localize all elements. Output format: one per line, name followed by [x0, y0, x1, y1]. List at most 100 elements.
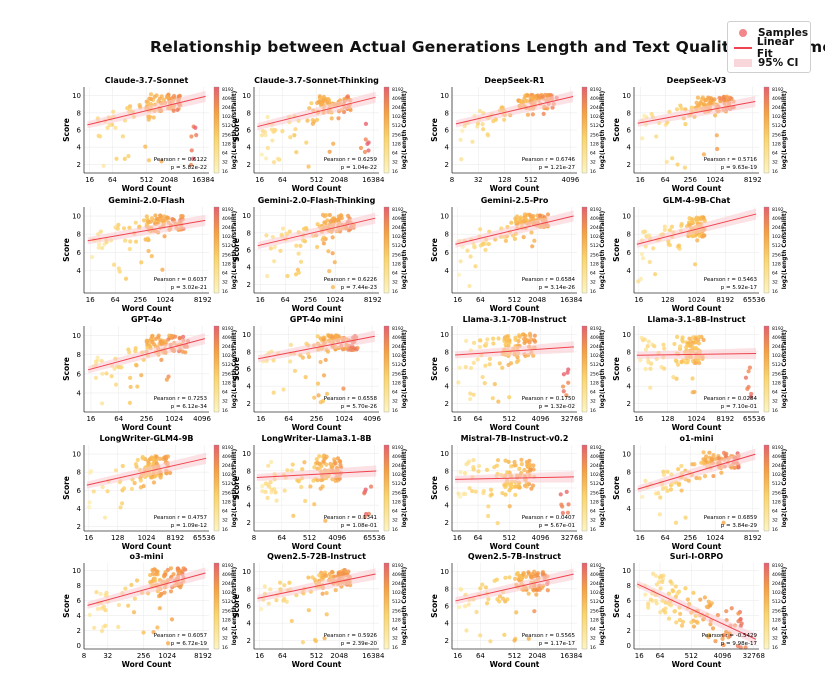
data-point — [651, 246, 656, 251]
colorbar-label: log2(Length Constraint) — [402, 566, 408, 645]
data-point — [746, 369, 751, 374]
data-point — [306, 164, 311, 169]
data-point — [654, 134, 659, 139]
colorbar-tick-label: 2048 — [222, 344, 234, 350]
data-point — [266, 484, 272, 489]
data-point — [265, 145, 270, 151]
colorbar-tick-label: 128 — [392, 261, 401, 267]
data-point — [505, 470, 510, 475]
colorbar-tick-label: 256 — [392, 608, 401, 614]
data-point — [320, 591, 325, 596]
colorbar-tick-label: 64 — [222, 627, 228, 633]
data-point — [468, 396, 473, 402]
colorbar-tick-label: 512 — [772, 362, 781, 368]
y-tick-label: 8 — [77, 231, 81, 239]
data-point — [527, 463, 532, 468]
data-point — [281, 387, 286, 392]
y-tick-label: 8 — [445, 109, 449, 117]
data-point — [264, 233, 269, 238]
data-point — [503, 342, 508, 347]
p-value-annotation: p = 5.70e-26 — [341, 404, 378, 410]
pearson-r-annotation: Pearson r = 0.7253 — [154, 396, 208, 402]
data-point — [711, 473, 716, 479]
data-point — [680, 619, 686, 624]
subplot-title: Mistral-7B-Instruct-v0.2 — [461, 434, 569, 443]
p-value-annotation: p = 1.17e-17 — [539, 641, 576, 647]
data-point — [525, 212, 530, 217]
data-point — [535, 572, 540, 578]
y-tick-label: 10 — [622, 213, 631, 221]
data-point — [643, 478, 648, 483]
data-point — [103, 608, 108, 613]
x-tick-label: 64 — [278, 652, 287, 660]
colorbar-tick-label: 256 — [590, 608, 599, 614]
data-point — [709, 456, 715, 461]
colorbar-tick-label: 32 — [222, 518, 228, 524]
data-point — [540, 94, 545, 100]
data-point — [702, 473, 708, 479]
data-point — [326, 333, 332, 339]
data-point — [670, 156, 675, 161]
colorbar-tick-label: 8192 — [772, 563, 784, 569]
data-point — [466, 602, 471, 607]
y-axis-label: Score — [430, 357, 439, 381]
colorbar-label: log2(Length Constraint) — [232, 448, 238, 527]
colorbar-tick-label: 16 — [772, 408, 778, 414]
data-point — [698, 597, 703, 602]
data-point — [738, 616, 743, 622]
colorbar-tick-label: 8192 — [222, 87, 234, 93]
data-point — [177, 335, 183, 341]
fit-line — [87, 219, 206, 242]
fit-line — [256, 470, 377, 479]
colorbar-tick-label: 2048 — [590, 463, 602, 469]
data-point — [665, 488, 670, 493]
colorbar-tick-label: 4096 — [590, 454, 602, 460]
colorbar-tick-label: 128 — [590, 141, 599, 147]
data-point — [330, 285, 336, 290]
data-point — [318, 400, 323, 405]
data-point — [122, 156, 127, 161]
x-tick-label: 16 — [453, 534, 462, 542]
data-point — [715, 146, 720, 152]
colorbar-tick-label: 8192 — [392, 445, 404, 451]
y-tick-label: 6 — [247, 603, 252, 611]
data-point — [484, 341, 489, 346]
data-point — [121, 226, 127, 231]
fit-line — [88, 338, 205, 371]
data-point — [270, 234, 275, 240]
colorbar-tick-label: 32 — [392, 636, 398, 642]
subplot-14: LongWriter-Llama3.1-8B 8 64 512 4096 65536 2 4 6… — [232, 434, 408, 551]
colorbar-tick-label: 8192 — [392, 207, 404, 213]
data-point — [96, 245, 101, 250]
data-point — [654, 601, 659, 606]
y-tick-label: 8 — [445, 231, 449, 239]
data-point — [101, 604, 106, 609]
data-point — [673, 584, 678, 589]
data-point — [143, 144, 148, 149]
colorbar-tick-label: 2048 — [392, 105, 404, 111]
data-point — [272, 259, 277, 264]
data-point — [506, 459, 511, 464]
data-point — [113, 382, 119, 387]
colorbar-tick-label: 512 — [222, 362, 231, 368]
x-tick-label: 16384 — [362, 176, 385, 184]
data-point — [683, 515, 688, 520]
data-point — [456, 380, 461, 385]
y-tick-label: 4 — [445, 144, 450, 152]
data-point — [697, 476, 702, 481]
data-point — [470, 139, 475, 144]
y-tick-label: 4 — [627, 612, 632, 620]
data-point — [338, 462, 343, 467]
y-tick-label: 4 — [247, 620, 252, 628]
x-tick-label: 65536 — [193, 534, 216, 542]
data-point — [514, 610, 519, 615]
colorbar — [763, 325, 770, 413]
data-point — [312, 395, 317, 400]
data-point — [301, 226, 307, 232]
data-point — [545, 588, 550, 593]
data-point — [87, 500, 92, 505]
data-point — [100, 245, 105, 251]
subplot-title: Gemini-2.0-Flash — [108, 196, 185, 205]
y-tick-label: 2 — [77, 627, 81, 635]
